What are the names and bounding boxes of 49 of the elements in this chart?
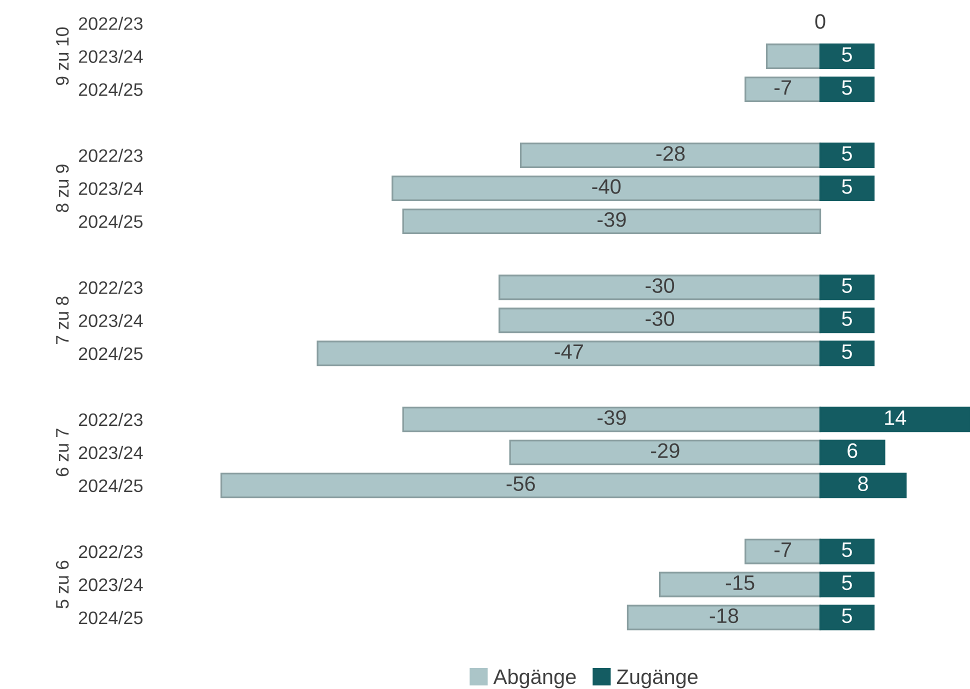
- data-label: -56: [506, 476, 535, 492]
- y-tick-label: 2024/25: [78, 610, 143, 624]
- y-tick-label: 2023/24: [78, 314, 143, 328]
- data-label: -39: [598, 212, 626, 227]
- data-label: 5: [842, 146, 852, 161]
- data-label: 0: [815, 14, 826, 29]
- legend-label: Zugänge: [616, 670, 698, 688]
- data-label: 5: [842, 278, 852, 293]
- data-label: 5: [842, 80, 852, 95]
- y-tick-label: 2023/24: [78, 446, 143, 460]
- y-tick-label: 2022/23: [78, 148, 143, 162]
- y-tick-label: 2023/24: [78, 182, 143, 196]
- data-label: 5: [842, 576, 852, 590]
- data-label: 5: [842, 608, 852, 624]
- legend-label: Abgänge: [493, 668, 576, 688]
- data-label: 5: [842, 311, 852, 326]
- y-tick-label: 2024/25: [78, 346, 143, 360]
- data-label: -47: [554, 344, 583, 359]
- data-label: 6: [848, 443, 858, 458]
- data-label: -30: [646, 278, 674, 293]
- text: 6 zu 7: [56, 428, 69, 476]
- data-label: -28: [656, 146, 685, 161]
- data-label: 5: [842, 47, 852, 62]
- data-label: 8: [858, 476, 868, 492]
- text: 5 zu 6: [56, 560, 69, 608]
- data-label: -39: [598, 410, 626, 426]
- data-label: -29: [651, 443, 680, 458]
- text: 7 zu 8: [56, 296, 69, 344]
- y-tick-label: 2022/23: [78, 412, 143, 426]
- data-label: -40: [592, 179, 621, 194]
- text: 9 zu 10: [56, 27, 69, 86]
- data-label: 5: [842, 542, 852, 558]
- data-label: -7: [774, 80, 792, 95]
- y-tick-label: 2023/24: [78, 50, 143, 63]
- data-label: -7: [774, 542, 792, 557]
- y-tick-label: 2022/23: [78, 280, 143, 294]
- y-tick-label: 2022/23: [78, 16, 143, 30]
- data-label: -30: [646, 311, 674, 326]
- y-tick-label: 2023/24: [78, 578, 143, 592]
- y-tick-label: 2024/25: [78, 478, 143, 492]
- data-label: -15: [726, 576, 754, 590]
- data-label: 5: [842, 179, 852, 194]
- y-tick-label: 2022/23: [78, 544, 143, 558]
- data-label: 5: [842, 344, 852, 359]
- data-label: -18: [710, 608, 738, 624]
- y-tick-label: 2024/25: [78, 214, 143, 228]
- data-label: 14: [885, 410, 906, 425]
- text: 8 zu 9: [56, 164, 69, 212]
- y-tick-label: 2024/25: [78, 82, 143, 96]
